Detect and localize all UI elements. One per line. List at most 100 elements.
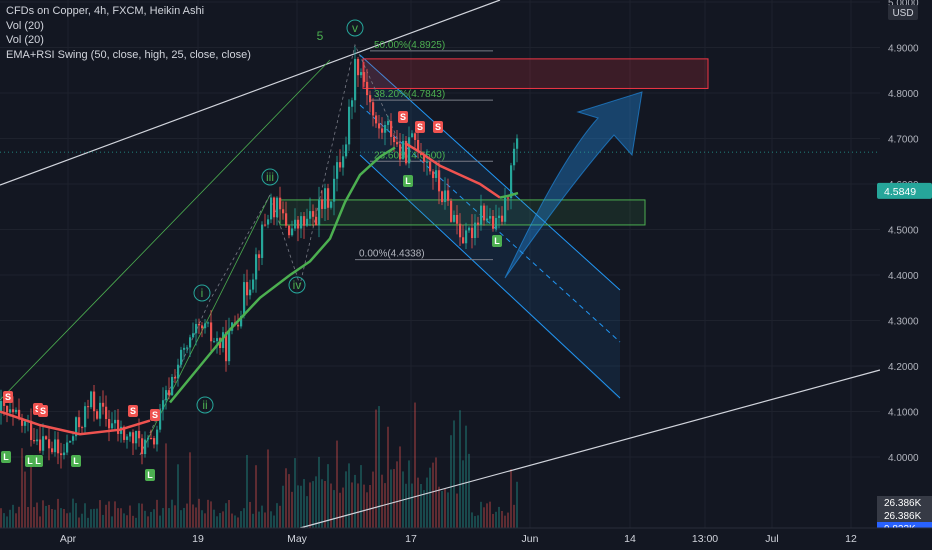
volume-bar bbox=[198, 498, 200, 528]
wave-label-text: 5 bbox=[317, 29, 324, 43]
candle-body bbox=[81, 427, 84, 429]
candle-body bbox=[396, 142, 399, 145]
volume-bar bbox=[417, 477, 419, 528]
candle-body bbox=[495, 218, 498, 229]
signal-short: S bbox=[3, 391, 13, 403]
last-price-text: 4.5849 bbox=[884, 186, 916, 198]
volume-bar bbox=[192, 504, 194, 528]
candle-body bbox=[21, 418, 24, 426]
candle-body bbox=[30, 420, 33, 441]
volume-bar bbox=[324, 480, 326, 528]
candle-body bbox=[489, 216, 492, 219]
candle-body bbox=[321, 199, 324, 209]
candle-body bbox=[354, 58, 357, 101]
volume-bar bbox=[171, 499, 173, 528]
candle-body bbox=[18, 409, 21, 419]
wave-label-5: 5 bbox=[317, 29, 324, 43]
wave-label-text: iii bbox=[266, 170, 274, 184]
volume-bar bbox=[96, 508, 98, 528]
price-tick-label: 4.8000 bbox=[888, 89, 919, 100]
volume-bar bbox=[210, 501, 212, 528]
volume-bar bbox=[327, 464, 329, 528]
volume-bar bbox=[42, 500, 44, 528]
candle-body bbox=[237, 324, 240, 327]
volume-bar bbox=[213, 509, 215, 528]
time-tick-label: 19 bbox=[192, 533, 204, 545]
candle-body bbox=[327, 188, 330, 208]
volume-bar bbox=[93, 508, 95, 528]
volume-bar bbox=[147, 516, 149, 528]
indicator-vol-1[interactable]: Vol (20) bbox=[6, 19, 44, 32]
candle-body bbox=[102, 402, 105, 407]
volume-bar bbox=[51, 508, 53, 528]
volume-bar bbox=[321, 479, 323, 528]
volume-bar bbox=[378, 406, 380, 528]
candle-body bbox=[90, 391, 93, 408]
signal-badge bbox=[403, 175, 413, 187]
candle-body bbox=[225, 332, 228, 362]
candle-body bbox=[345, 144, 348, 157]
candle-body bbox=[213, 341, 216, 343]
volume-bar bbox=[303, 479, 305, 528]
candle-body bbox=[318, 199, 321, 226]
volume-bar bbox=[282, 485, 284, 528]
time-tick-label: 14 bbox=[624, 533, 636, 545]
projection-arrow bbox=[504, 91, 643, 279]
volume-bar bbox=[240, 511, 242, 528]
candle-body bbox=[312, 211, 315, 217]
candle-body bbox=[438, 170, 441, 192]
candle-body bbox=[492, 216, 495, 229]
volume-bar bbox=[342, 487, 344, 528]
candle-body bbox=[60, 453, 63, 456]
fib-label: 38.20%(4.7843) bbox=[374, 89, 445, 100]
volume-bar bbox=[483, 507, 485, 528]
volume-bar bbox=[474, 516, 476, 528]
candle-body bbox=[147, 438, 150, 440]
volume-bar bbox=[300, 485, 302, 528]
signal-badge bbox=[492, 235, 502, 247]
volume-bar bbox=[108, 501, 110, 528]
candle-body bbox=[288, 225, 291, 236]
ema-line-red bbox=[404, 141, 501, 199]
fib-label: 0.00%(4.4338) bbox=[359, 249, 425, 260]
volume-bar bbox=[369, 484, 371, 528]
signal-short: S bbox=[398, 111, 408, 123]
volume-tag bbox=[877, 509, 932, 522]
volume-bars bbox=[0, 402, 518, 528]
volume-bar bbox=[141, 503, 143, 528]
volume-bar bbox=[66, 513, 68, 528]
signal-short: S bbox=[38, 405, 48, 417]
volume-bar bbox=[375, 409, 377, 528]
candle-body bbox=[468, 227, 471, 231]
candle-body bbox=[96, 411, 99, 419]
volume-bar bbox=[447, 492, 449, 528]
candle-body bbox=[444, 190, 447, 203]
candle-body bbox=[507, 197, 510, 199]
volume-bar bbox=[120, 508, 122, 528]
signal-text: L bbox=[494, 236, 500, 246]
signal-badge bbox=[1, 451, 11, 463]
volume-bar bbox=[174, 505, 176, 528]
candle-body bbox=[405, 140, 408, 164]
candle-body bbox=[12, 409, 15, 413]
volume-bar bbox=[129, 505, 131, 528]
indicator-ema-rsi[interactable]: EMA+RSI Swing (50, close, high, 25, clos… bbox=[6, 48, 251, 61]
candle-body bbox=[111, 423, 114, 429]
indicator-vol-2[interactable]: Vol (20) bbox=[6, 34, 44, 46]
candle-body bbox=[465, 230, 468, 244]
volume-bar bbox=[3, 513, 5, 528]
volume-bar bbox=[132, 515, 134, 528]
volume-bar bbox=[114, 501, 116, 528]
candle-body bbox=[9, 409, 12, 413]
candle-body bbox=[75, 417, 78, 437]
support-zone bbox=[279, 199, 646, 226]
volume-bar bbox=[471, 512, 473, 528]
candle-body bbox=[435, 170, 438, 178]
symbol-title[interactable]: CFDs on Copper, 4h, FXCM, Heikin Ashi bbox=[6, 5, 205, 17]
volume-bar bbox=[126, 515, 128, 528]
volume-bar bbox=[288, 474, 290, 528]
candle-body bbox=[33, 440, 36, 442]
candle-body bbox=[42, 436, 45, 451]
